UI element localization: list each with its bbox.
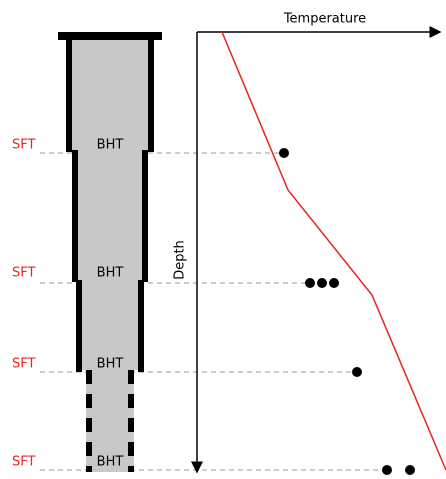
sft-label: SFT (12, 357, 36, 372)
bht-label: BHT (97, 266, 124, 281)
sft-label: SFT (12, 455, 36, 470)
bht-label: BHT (97, 357, 124, 372)
temperature-profile (221, 31, 446, 471)
bht-label: BHT (97, 138, 124, 153)
well (58, 32, 162, 472)
y-axis-label: Depth (173, 240, 188, 280)
bht-label: BHT (97, 455, 124, 470)
labels: SFT BHT SFT BHT SFT BHT SFT BHT (12, 138, 123, 470)
sft-label: SFT (12, 266, 36, 281)
measurements (279, 148, 415, 475)
sft-label: SFT (12, 138, 36, 153)
x-axis-label: Temperature (283, 12, 366, 27)
